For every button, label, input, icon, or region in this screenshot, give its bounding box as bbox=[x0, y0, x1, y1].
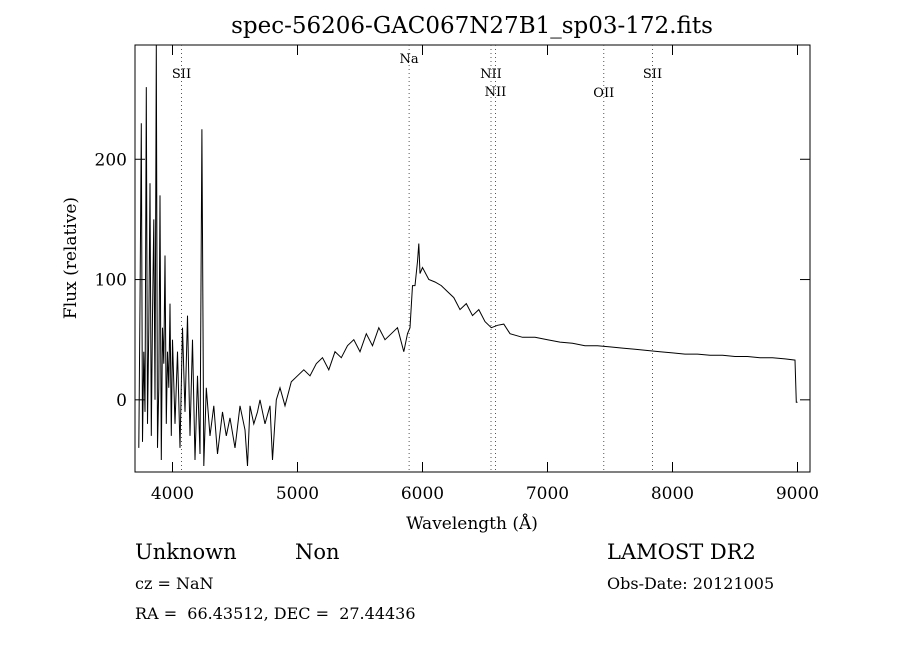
marker-label: NII bbox=[480, 67, 502, 82]
y-tick-label: 0 bbox=[116, 391, 127, 411]
spectrum-line bbox=[138, 44, 798, 467]
x-tick-label: 7000 bbox=[526, 484, 569, 504]
marker-label: OII bbox=[593, 86, 614, 101]
object-subclass: Non bbox=[295, 540, 340, 564]
x-tick-label: 6000 bbox=[401, 484, 444, 504]
ra-dec-coords: RA = 66.43512, DEC = 27.44436 bbox=[135, 604, 416, 623]
plot-frame bbox=[134, 44, 811, 473]
x-axis-label: Wavelength (Å) bbox=[406, 513, 538, 534]
x-tick-label: 9000 bbox=[776, 484, 819, 504]
object-class: Unknown bbox=[135, 540, 237, 564]
marker-label: SII bbox=[643, 67, 662, 82]
marker-label: SII bbox=[172, 67, 191, 82]
redshift-cz: cz = NaN bbox=[135, 574, 214, 593]
marker-label: Na bbox=[400, 52, 419, 67]
line-markers: SII Na NII NII OII SII bbox=[172, 45, 662, 472]
survey-name: LAMOST DR2 bbox=[607, 540, 756, 564]
x-tick-label: 4000 bbox=[151, 484, 194, 504]
obs-date: Obs-Date: 20121005 bbox=[607, 574, 775, 593]
chart-title: spec-56206-GAC067N27B1_sp03-172.fits bbox=[231, 13, 713, 39]
y-axis-label: Flux (relative) bbox=[61, 197, 81, 319]
x-tick-label: 5000 bbox=[276, 484, 319, 504]
y-tick-label: 200 bbox=[95, 150, 127, 170]
x-tick-label: 8000 bbox=[651, 484, 694, 504]
y-tick-label: 100 bbox=[95, 271, 127, 291]
axis-ticks: 4000 5000 6000 7000 8000 9000 0 100 200 bbox=[95, 45, 819, 504]
marker-label: NII bbox=[485, 85, 507, 100]
